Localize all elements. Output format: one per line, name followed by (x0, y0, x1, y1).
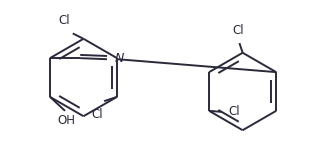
Text: OH: OH (57, 114, 75, 127)
Text: Cl: Cl (233, 24, 244, 37)
Text: Cl: Cl (228, 105, 240, 118)
Text: Cl: Cl (58, 14, 70, 27)
Text: Cl: Cl (92, 108, 103, 121)
Text: N: N (114, 52, 124, 65)
